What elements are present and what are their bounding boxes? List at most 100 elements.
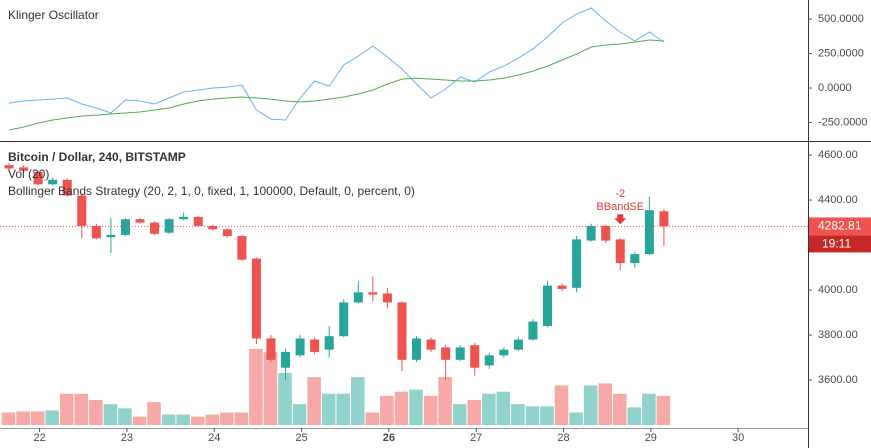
candle-body	[368, 292, 378, 295]
volume-bar	[569, 412, 583, 425]
study-label: Bollinger Bands Strategy (20, 2, 1, 0, f…	[8, 184, 415, 198]
candle-body	[62, 179, 72, 196]
y-tick-label: 4400.00	[818, 194, 858, 206]
candle-body	[222, 229, 232, 237]
candle-body	[150, 222, 160, 234]
candle-body	[601, 225, 611, 241]
y-tick-label: 3800.00	[818, 329, 858, 341]
candle-body	[412, 338, 422, 360]
volume-bar	[438, 377, 452, 425]
candle-body	[470, 345, 480, 368]
candle-body	[120, 219, 130, 235]
y-tick-label: -250.0000	[818, 116, 868, 128]
volume-bar	[1, 412, 16, 425]
candle-body	[19, 167, 29, 171]
candle-body	[630, 254, 640, 264]
x-tick-label: 27	[470, 432, 482, 444]
y-tick-label: 3600.00	[818, 374, 858, 386]
volume-bar	[496, 391, 511, 425]
signal-label: BBandSE	[596, 201, 644, 213]
volume-bar	[249, 349, 263, 425]
volume-bar	[540, 406, 554, 425]
candle-body	[310, 339, 320, 352]
y-tick-label: 250.0000	[818, 47, 864, 59]
volume-bar	[583, 385, 598, 425]
candle-body	[4, 165, 14, 169]
candle-body	[397, 302, 407, 360]
last-price-label: 4282.81	[818, 219, 862, 233]
volume-bar	[16, 411, 30, 425]
candle-body	[179, 216, 189, 220]
candle-body	[295, 338, 305, 356]
candle-body	[266, 338, 276, 360]
volume-bar	[365, 412, 380, 425]
volume-bar	[190, 416, 205, 425]
oscillator-title: Klinger Oscillator	[8, 8, 99, 22]
volume-bar	[598, 383, 612, 425]
volume-bar	[263, 352, 278, 425]
candle-body	[251, 258, 261, 339]
volume-bar	[511, 404, 525, 425]
candle-body	[542, 285, 553, 327]
x-tick-label: 29	[645, 432, 657, 444]
candle-body	[164, 219, 174, 233]
candle-body	[193, 216, 203, 226]
volume-bar	[642, 393, 656, 425]
oscillator-line	[8, 7, 665, 121]
volume-bar	[482, 393, 496, 425]
volume-bar	[307, 377, 321, 425]
x-tick-label: 30	[732, 432, 744, 444]
volume-bar	[132, 416, 147, 425]
x-tick-label: 22	[33, 432, 45, 444]
volume-bar	[205, 414, 220, 425]
volume-bar	[380, 395, 394, 425]
candle-body	[513, 339, 523, 350]
volume-bar	[467, 400, 482, 425]
signal-arrow	[614, 214, 627, 225]
volume-bar	[554, 385, 569, 425]
volume-bar	[103, 404, 118, 425]
x-tick-label: 28	[557, 432, 569, 444]
candle-body	[135, 219, 145, 223]
candle-body	[353, 292, 363, 303]
volume-bar	[176, 414, 190, 425]
volume-bar	[278, 372, 292, 425]
signal-qty: -2	[615, 188, 625, 200]
x-tick-label: 23	[121, 432, 133, 444]
candle-body	[237, 236, 247, 260]
candle-body	[615, 239, 625, 264]
study-label: Vol (20)	[8, 167, 49, 181]
y-tick-label: 4000.00	[818, 284, 858, 296]
volume-bar	[30, 411, 45, 425]
candle-body	[106, 234, 116, 238]
volume-bar	[45, 410, 59, 425]
volume-bar	[612, 393, 627, 425]
countdown-box	[809, 235, 871, 253]
volume-bar	[118, 408, 132, 425]
volume-bar	[423, 395, 438, 425]
candle-body	[426, 339, 436, 350]
volume-bar	[656, 395, 671, 425]
candle-body	[382, 293, 392, 303]
candle-body	[528, 321, 538, 340]
volume-bar	[89, 400, 103, 425]
volume-bar	[220, 412, 234, 425]
candle-body	[77, 195, 87, 226]
volume-bar	[321, 393, 336, 425]
x-tick-label: 26	[383, 432, 395, 444]
volume-bar	[74, 393, 89, 425]
volume-bar	[292, 404, 307, 425]
y-tick-label: 0.0000	[818, 82, 852, 94]
volume-bar	[394, 391, 409, 425]
candle-body	[557, 285, 567, 289]
candle-body	[586, 225, 596, 241]
x-tick-label: 24	[208, 432, 220, 444]
oscillator-line	[8, 39, 664, 131]
candle-body	[281, 351, 291, 368]
volume-bar	[147, 402, 161, 425]
candle-body	[91, 225, 101, 239]
symbol-title: Bitcoin / Dollar, 240, BITSTAMP	[8, 150, 186, 164]
volume-bar	[627, 407, 642, 425]
